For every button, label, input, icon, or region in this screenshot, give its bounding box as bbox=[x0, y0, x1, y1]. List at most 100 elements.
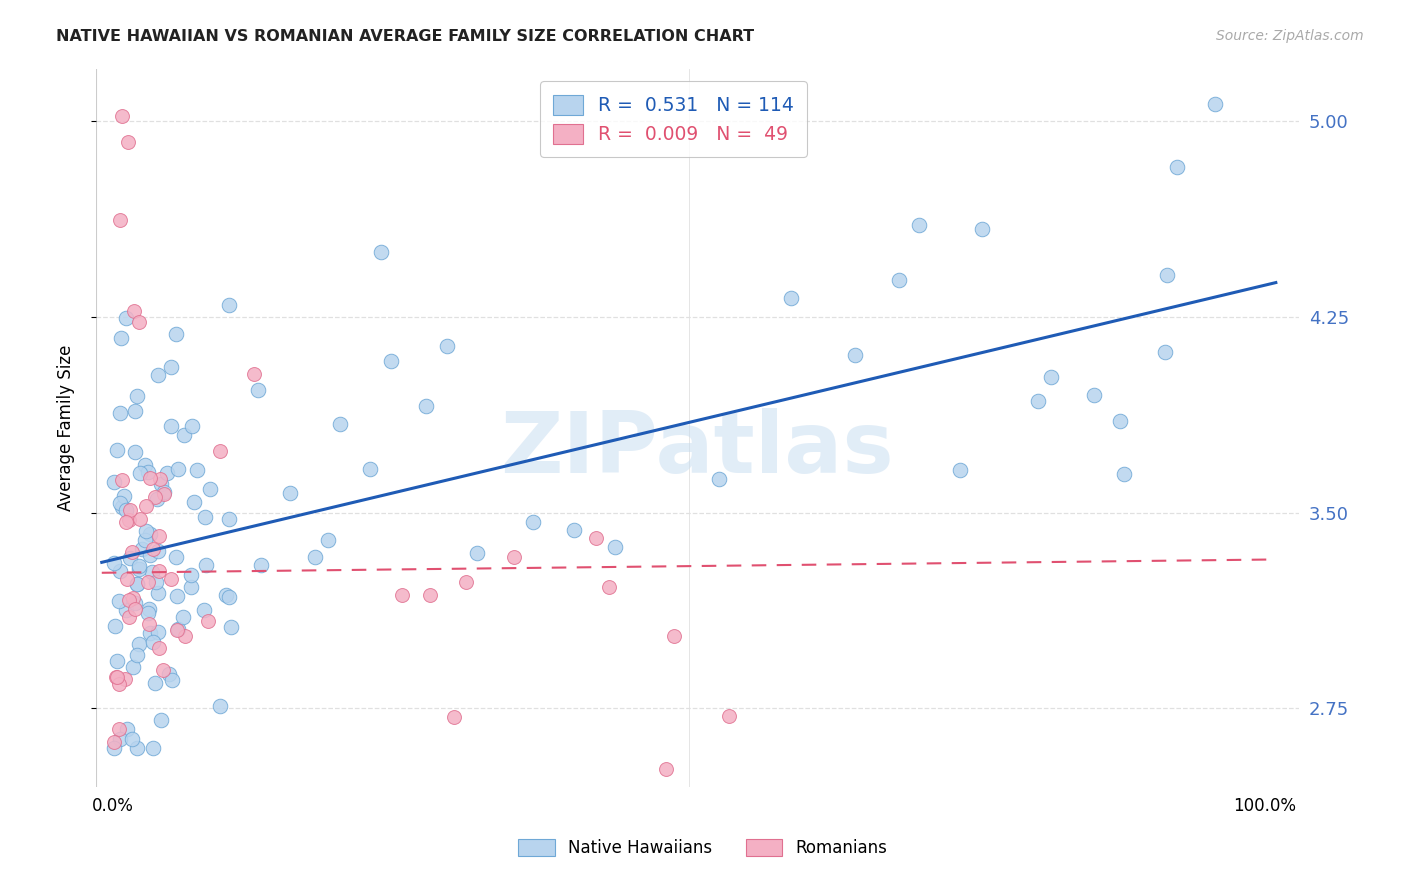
Point bbox=[145, 575, 167, 590]
Point bbox=[197, 614, 219, 628]
Point bbox=[1112, 467, 1135, 481]
Point bbox=[415, 399, 437, 413]
Point bbox=[128, 637, 150, 651]
Point bbox=[114, 515, 136, 529]
Point bbox=[127, 740, 149, 755]
Point bbox=[118, 502, 141, 516]
Point bbox=[598, 580, 620, 594]
Point bbox=[146, 625, 169, 640]
Point bbox=[359, 462, 381, 476]
Point bbox=[124, 445, 146, 459]
Point bbox=[135, 499, 157, 513]
Point bbox=[183, 494, 205, 508]
Point bbox=[125, 577, 148, 591]
Point bbox=[143, 491, 166, 505]
Point bbox=[166, 589, 188, 603]
Point bbox=[117, 513, 139, 527]
Point bbox=[149, 713, 172, 727]
Point bbox=[131, 542, 153, 557]
Point bbox=[278, 486, 301, 500]
Point bbox=[114, 503, 136, 517]
Point bbox=[156, 467, 179, 481]
Point bbox=[218, 298, 240, 312]
Y-axis label: Average Family Size: Average Family Size bbox=[58, 344, 75, 511]
Point bbox=[121, 732, 143, 747]
Point bbox=[121, 545, 143, 559]
Point bbox=[108, 406, 131, 420]
Point bbox=[218, 512, 240, 526]
Point bbox=[214, 588, 236, 602]
Point bbox=[889, 273, 911, 287]
Point bbox=[104, 670, 127, 684]
Point bbox=[114, 673, 136, 687]
Point bbox=[128, 315, 150, 329]
Point bbox=[152, 486, 174, 500]
Point bbox=[103, 740, 125, 755]
Point bbox=[148, 564, 170, 578]
Point bbox=[165, 550, 187, 565]
Point bbox=[124, 596, 146, 610]
Point bbox=[122, 304, 145, 318]
Point bbox=[124, 404, 146, 418]
Point bbox=[135, 524, 157, 539]
Point bbox=[1026, 394, 1049, 409]
Point bbox=[114, 602, 136, 616]
Legend: R =  0.531   N = 114, R =  0.009   N =  49: R = 0.531 N = 114, R = 0.009 N = 49 bbox=[540, 81, 807, 157]
Point bbox=[138, 616, 160, 631]
Point bbox=[108, 676, 131, 690]
Point bbox=[186, 463, 208, 477]
Point bbox=[103, 475, 125, 490]
Point bbox=[160, 573, 183, 587]
Point bbox=[129, 467, 152, 481]
Point bbox=[219, 620, 242, 634]
Point bbox=[139, 548, 162, 562]
Point bbox=[454, 574, 477, 589]
Point bbox=[316, 533, 339, 548]
Point bbox=[148, 641, 170, 656]
Point bbox=[304, 550, 326, 565]
Point bbox=[180, 580, 202, 594]
Point bbox=[105, 654, 128, 668]
Point bbox=[139, 471, 162, 485]
Point bbox=[111, 473, 134, 487]
Point bbox=[138, 602, 160, 616]
Point bbox=[104, 618, 127, 632]
Point bbox=[117, 135, 139, 149]
Point bbox=[166, 624, 188, 638]
Point bbox=[165, 326, 187, 341]
Point bbox=[908, 219, 931, 233]
Point bbox=[136, 575, 159, 590]
Point bbox=[167, 462, 190, 476]
Point bbox=[122, 660, 145, 674]
Text: NATIVE HAWAIIAN VS ROMANIAN AVERAGE FAMILY SIZE CORRELATION CHART: NATIVE HAWAIIAN VS ROMANIAN AVERAGE FAMI… bbox=[56, 29, 755, 44]
Point bbox=[707, 472, 730, 486]
Point bbox=[107, 670, 129, 684]
Point bbox=[103, 735, 125, 749]
Point bbox=[115, 722, 138, 736]
Point bbox=[436, 339, 458, 353]
Point bbox=[111, 109, 134, 123]
Point bbox=[193, 602, 215, 616]
Point bbox=[115, 572, 138, 586]
Point bbox=[105, 443, 128, 458]
Point bbox=[503, 550, 526, 565]
Point bbox=[391, 588, 413, 602]
Point bbox=[664, 629, 686, 643]
Text: Source: ZipAtlas.com: Source: ZipAtlas.com bbox=[1216, 29, 1364, 43]
Text: ZIPatlas: ZIPatlas bbox=[501, 408, 894, 491]
Point bbox=[108, 594, 131, 608]
Point bbox=[118, 550, 141, 565]
Point bbox=[115, 311, 138, 326]
Point bbox=[1156, 268, 1178, 282]
Point bbox=[136, 466, 159, 480]
Point bbox=[108, 496, 131, 510]
Point bbox=[134, 458, 156, 472]
Point bbox=[166, 623, 188, 637]
Point bbox=[141, 565, 163, 579]
Point bbox=[562, 523, 585, 537]
Point bbox=[125, 577, 148, 591]
Point bbox=[111, 500, 134, 515]
Point bbox=[145, 675, 167, 690]
Point bbox=[218, 590, 240, 604]
Point bbox=[250, 558, 273, 572]
